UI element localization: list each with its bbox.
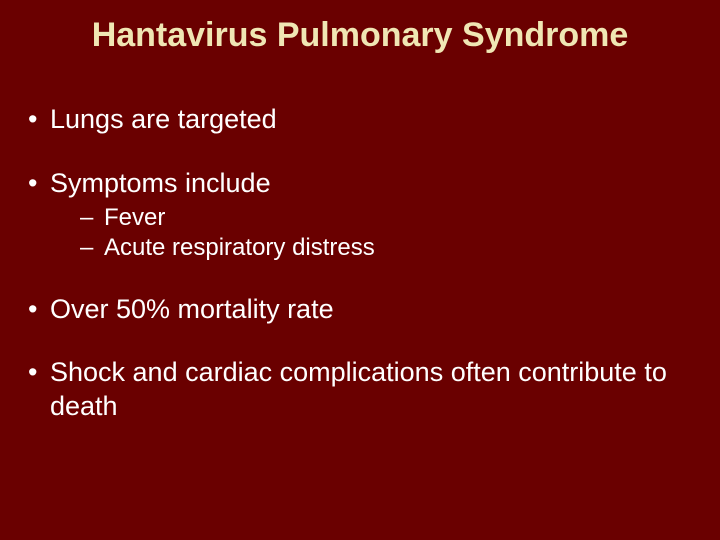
list-item: Lungs are targeted [22, 103, 698, 137]
bullet-list: Lungs are targeted Symptoms include Feve… [22, 103, 698, 424]
slide: Hantavirus Pulmonary Syndrome Lungs are … [0, 0, 720, 540]
sub-list: Fever Acute respiratory distress [50, 203, 698, 263]
slide-title: Hantavirus Pulmonary Syndrome [22, 16, 698, 55]
list-item-text: Over 50% mortality rate [50, 294, 334, 324]
spacer [22, 263, 698, 293]
sub-list-item-text: Fever [104, 204, 165, 231]
list-item: Symptoms include Fever Acute respiratory… [22, 167, 698, 263]
spacer [22, 326, 698, 356]
list-item: Shock and cardiac complications often co… [22, 356, 698, 424]
list-item-text: Lungs are targeted [50, 104, 277, 134]
list-item-text: Shock and cardiac complications often co… [50, 357, 667, 421]
sub-list-item-text: Acute respiratory distress [104, 234, 375, 261]
sub-list-item: Acute respiratory distress [50, 233, 698, 263]
spacer [22, 137, 698, 167]
list-item-text: Symptoms include [50, 168, 271, 198]
sub-list-item: Fever [50, 203, 698, 233]
list-item: Over 50% mortality rate [22, 293, 698, 327]
